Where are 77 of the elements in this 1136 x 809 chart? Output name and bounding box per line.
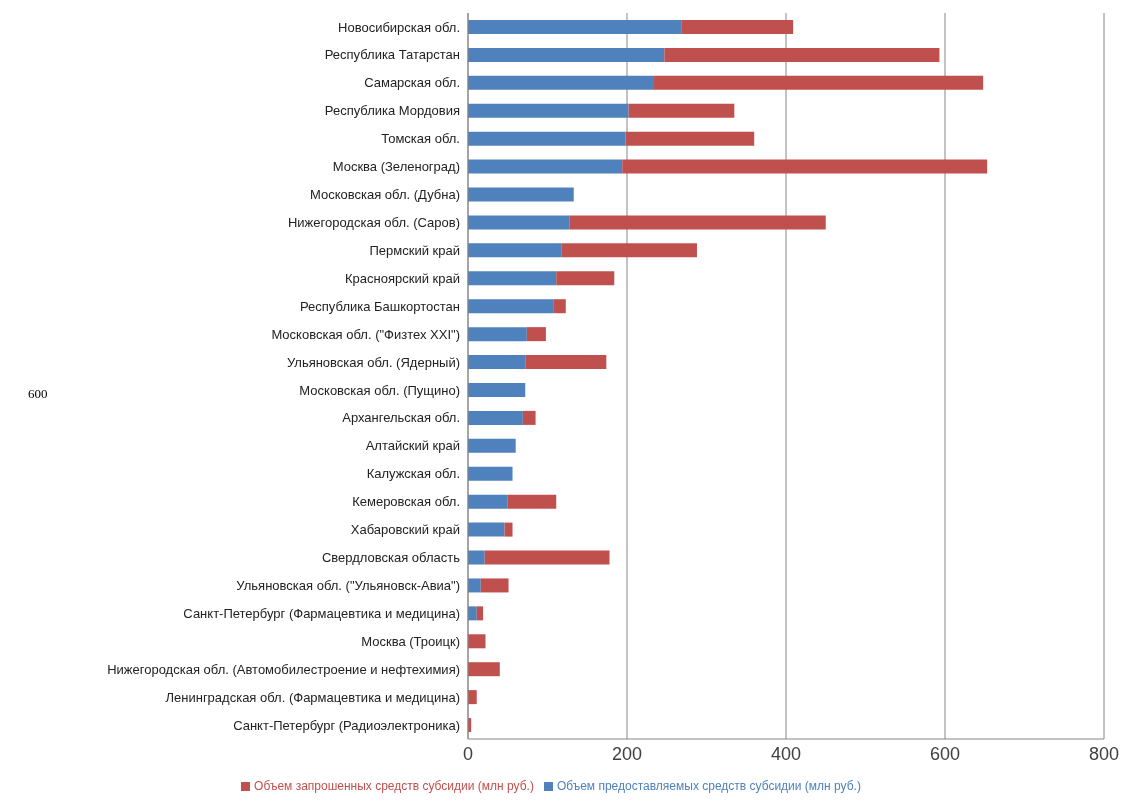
bar (525, 355, 607, 370)
x-tick-label: 600 (929, 743, 961, 764)
bar (625, 131, 755, 146)
bar (468, 243, 562, 258)
bar (468, 522, 505, 537)
y-tick-label: Хабаровский край (350, 522, 460, 538)
bar (468, 327, 527, 342)
bar (468, 494, 508, 509)
bar (522, 410, 536, 425)
y-tick-label: Алтайский край (365, 438, 460, 454)
bar (507, 494, 557, 509)
y-tick-label: Калужская обл. (366, 466, 460, 482)
y-tick-label: Кемеровская обл. (352, 494, 460, 510)
x-tick-label: 200 (611, 743, 643, 764)
y-tick-label: Новосибирская обл. (338, 19, 460, 35)
bar (569, 215, 826, 230)
y-tick-label: Москва (Троицк) (361, 633, 460, 649)
y-tick-label: Республика Татарстан (324, 47, 460, 63)
legend-label: Объем запрошенных средств субсидии (млн руб.) (254, 779, 534, 793)
y-tick-label: Архангельская обл. (342, 410, 460, 426)
y-tick-label: Нижегородская обл. (Саров) (287, 215, 460, 231)
bar (468, 634, 486, 649)
y-tick-label: Республика Мордовия (324, 103, 460, 119)
bar (468, 131, 626, 146)
text: 600 (28, 386, 48, 402)
y-tick-label: Московская обл. (Пущино) (299, 382, 460, 398)
bar (468, 382, 526, 397)
bar (468, 438, 516, 453)
y-tick-label: Ульяновская обл. (Ядерный) (286, 354, 460, 370)
bar (468, 299, 554, 314)
legend-label: Объем предоставляемых средств субсидии (млн руб.) (556, 779, 861, 793)
bar (484, 550, 610, 565)
bar (468, 159, 623, 174)
bar (553, 299, 566, 314)
bar (468, 271, 557, 286)
bar (468, 466, 513, 481)
y-tick-label: Нижегородская обл. (Автомобилестроение и нефтехимия) (107, 661, 460, 677)
bar (468, 606, 477, 621)
x-tick-label: 800 (1088, 743, 1120, 764)
y-tick-label: Санкт-Петербург (Радиоэлектроника) (233, 717, 460, 733)
bar (526, 327, 546, 342)
bar (681, 19, 794, 34)
bar (628, 103, 735, 118)
y-tick-label: Ленинградская обл. (Фармацевтика и медицина) (165, 689, 460, 705)
bar (622, 159, 988, 174)
y-tick-label: Свердловская область (321, 550, 461, 566)
bar (468, 19, 682, 34)
bar (468, 690, 477, 705)
y-tick-label: Московская обл. (Дубна) (309, 187, 460, 203)
bar (468, 47, 665, 62)
y-tick-label: Московская обл. ("Физтех XXI") (271, 326, 460, 342)
bar (556, 271, 615, 286)
bar (468, 410, 523, 425)
bar (468, 103, 629, 118)
bar (468, 75, 655, 90)
y-tick-label: Томская обл. (381, 131, 460, 147)
y-tick-label: Ульяновская обл. ("Ульяновск-Авиа") (236, 578, 460, 594)
bar (504, 522, 513, 537)
x-tick-label: 400 (770, 743, 802, 764)
y-tick-label: Санкт-Петербург (Фармацевтика и медицина) (183, 605, 460, 621)
y-tick-label: Москва (Зеленоград) (332, 159, 460, 175)
y-tick-label: Пермский край (369, 242, 460, 258)
bar (468, 215, 570, 230)
y-tick-label: Красноярский край (345, 270, 460, 286)
bar (468, 187, 574, 202)
bar (664, 47, 940, 62)
y-tick-label: Самарская обл. (364, 75, 460, 91)
bar (468, 550, 485, 565)
bar (476, 606, 484, 621)
bar (480, 578, 509, 593)
bar (561, 243, 697, 258)
bar (654, 75, 984, 90)
bar (468, 662, 500, 677)
y-tick-label: Республика Башкортостан (300, 298, 460, 314)
x-tick-label: 0 (462, 743, 474, 764)
bar (468, 355, 526, 370)
bar (468, 578, 481, 593)
